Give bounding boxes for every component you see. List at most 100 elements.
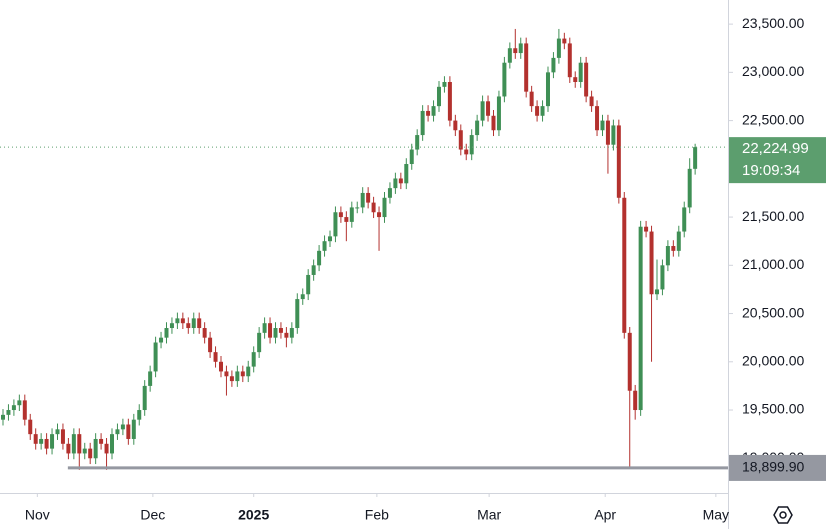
- candle-body: [218, 361, 223, 372]
- candle-body: [240, 371, 245, 377]
- candle-body: [600, 120, 605, 131]
- candle-body: [22, 400, 27, 420]
- candle-body: [562, 38, 567, 44]
- candle-body: [50, 434, 55, 449]
- candle-body: [616, 125, 621, 198]
- candle-body: [595, 106, 600, 131]
- candle-body: [142, 385, 147, 411]
- candle-body: [300, 294, 305, 300]
- candle-body: [6, 410, 11, 415]
- candle-body: [671, 246, 676, 251]
- candle-body: [344, 217, 349, 222]
- x-tick-label: Mar: [477, 507, 501, 523]
- candle-body: [104, 443, 109, 454]
- candle-body: [545, 72, 550, 107]
- candle-body: [387, 188, 392, 198]
- candle-body: [60, 429, 65, 444]
- y-tick-label: 23,500.00: [742, 15, 804, 31]
- candle-body: [605, 120, 610, 145]
- y-tick-label: 21,000.00: [742, 256, 804, 272]
- x-tick-label: Dec: [140, 507, 165, 523]
- x-tick-label: Nov: [25, 507, 50, 523]
- candle-body: [251, 352, 256, 367]
- candle-body: [169, 323, 174, 329]
- candle-body: [393, 178, 398, 189]
- candle-body: [186, 323, 191, 329]
- y-tick-label: 19,500.00: [742, 401, 804, 417]
- candle-body: [44, 438, 49, 449]
- candle-body: [229, 376, 234, 382]
- candle-body: [322, 241, 327, 251]
- candle-body: [71, 434, 76, 454]
- candle-body: [676, 231, 681, 251]
- candle-body: [682, 207, 687, 232]
- candle-body: [431, 106, 436, 116]
- candle-body: [88, 448, 93, 459]
- candle-body: [262, 323, 267, 333]
- candle-body: [415, 135, 420, 150]
- y-tick-label: 22,500.00: [742, 111, 804, 127]
- candle-body: [556, 38, 561, 58]
- candle-body: [39, 438, 44, 444]
- candle-body: [502, 62, 507, 97]
- candle-body: [131, 419, 136, 439]
- candle-body: [360, 192, 365, 208]
- last-price-time: 19:09:34: [742, 162, 800, 179]
- settings-hexagon[interactable]: [773, 506, 793, 524]
- candle-body: [529, 91, 534, 107]
- candle-body: [180, 318, 185, 324]
- candle-body: [191, 318, 196, 329]
- candle-body: [273, 328, 278, 338]
- candle-body: [202, 328, 207, 338]
- y-tick-label: 20,500.00: [742, 304, 804, 320]
- x-tick-label: Apr: [594, 507, 616, 523]
- candle-body: [224, 371, 229, 377]
- candle-body: [654, 289, 659, 295]
- candle-body: [644, 226, 649, 232]
- candle-body: [447, 82, 452, 121]
- candle-body: [458, 130, 463, 150]
- candle-body: [0, 414, 5, 420]
- candle-body: [382, 197, 387, 218]
- candle-body: [268, 323, 273, 338]
- candle-body: [327, 236, 332, 242]
- candle-body: [82, 448, 87, 454]
- candle-body: [278, 328, 283, 333]
- candle-body: [578, 62, 583, 83]
- candle-body: [377, 212, 382, 218]
- candle-body: [208, 337, 213, 353]
- candle-body: [355, 207, 360, 209]
- candle-body: [524, 43, 529, 92]
- candle-body: [475, 120, 480, 136]
- candle-body: [398, 178, 403, 184]
- candle-body: [317, 250, 322, 266]
- last-price-label: 22,224.99: [742, 140, 809, 157]
- candle-body: [175, 318, 180, 324]
- support-price-box: [729, 454, 826, 481]
- candle-body: [311, 265, 316, 275]
- y-tick-label: 21,500.00: [742, 208, 804, 224]
- candle-body: [480, 101, 485, 121]
- settings-circle[interactable]: [779, 511, 787, 519]
- candle-body: [306, 274, 311, 295]
- candle-body: [540, 106, 545, 116]
- candle-body: [627, 332, 632, 391]
- candle-body: [573, 77, 578, 83]
- candle-body: [197, 318, 202, 329]
- candle-body: [420, 110, 425, 136]
- candle-body: [99, 438, 104, 444]
- candle-body: [66, 443, 71, 454]
- candle-body: [426, 110, 431, 116]
- candle-body: [246, 366, 251, 377]
- candle-body: [349, 207, 354, 222]
- settings-icon[interactable]: [773, 506, 793, 524]
- candle-body: [137, 410, 142, 420]
- candle-body: [371, 202, 376, 213]
- candle-body: [284, 332, 289, 338]
- candle-body: [257, 332, 262, 353]
- candle-body: [295, 299, 300, 329]
- y-tick-label: 23,000.00: [742, 63, 804, 79]
- candle-body: [507, 48, 512, 63]
- candle-body: [513, 48, 518, 54]
- candle-body: [213, 352, 218, 362]
